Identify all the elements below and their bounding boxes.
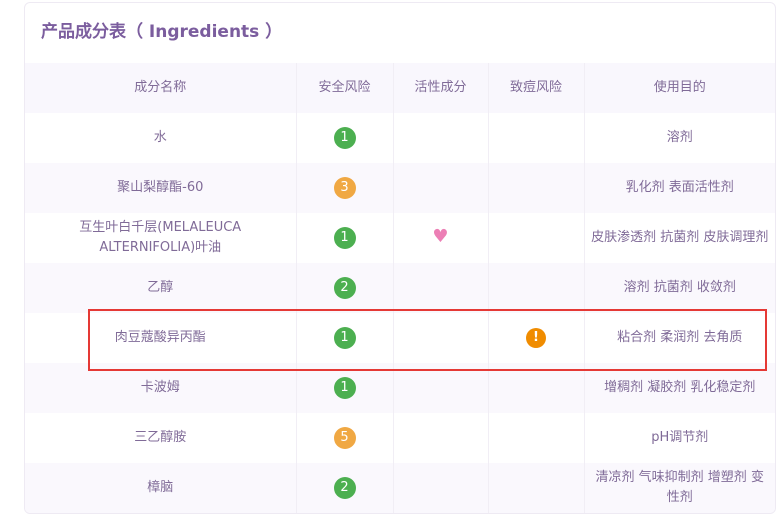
table-row: 聚山梨醇酯-60 3 乳化剂 表面活性剂 bbox=[25, 163, 775, 213]
ingredient-name[interactable]: 聚山梨醇酯-60 bbox=[117, 180, 204, 195]
ingredient-name[interactable]: 肉豆蔻酸异丙酯 bbox=[114, 330, 206, 345]
table-row: 樟脑 2 清凉剂 气味抑制剂 增塑剂 变性剂 bbox=[25, 463, 775, 513]
ingredient-name[interactable]: 卡波姆 bbox=[140, 380, 180, 395]
usage: 乳化剂 表面活性剂 bbox=[583, 163, 775, 213]
table-header: 成分名称 安全风险 活性成分 致痘风险 使用目的 bbox=[25, 63, 775, 113]
ingredient-name[interactable]: 水 bbox=[153, 130, 167, 145]
header-name: 成分名称 bbox=[134, 80, 187, 95]
risk-badge: 2 bbox=[333, 477, 356, 499]
table-row: 水 1 溶剂 bbox=[25, 113, 775, 163]
risk-badge: 2 bbox=[333, 277, 356, 299]
header-safety-risk: 安全风险 bbox=[295, 63, 393, 113]
usage: pH调节剂 bbox=[583, 413, 775, 463]
header-active: 活性成分 bbox=[392, 63, 488, 113]
ingredients-card: 产品成分表（ Ingredients ） 成分名称 安全风险 活性成分 致痘风险… bbox=[24, 2, 776, 514]
usage: 溶剂 抗菌剂 收敛剂 bbox=[583, 263, 775, 313]
risk-badge: 5 bbox=[333, 427, 356, 449]
risk-badge: 1 bbox=[333, 127, 356, 149]
table-row: 肉豆蔻酸异丙酯 1 ! 粘合剂 柔润剂 去角质 bbox=[25, 313, 775, 363]
table-row: 互生叶白千层(MELALEUCA ALTERNIFOLIA)叶油 1 ♥ 皮肤渗… bbox=[25, 213, 775, 263]
risk-badge: 1 bbox=[333, 377, 356, 399]
table-row: 三乙醇胺 5 pH调节剂 bbox=[25, 413, 775, 463]
heart-icon: ♥ bbox=[432, 226, 449, 247]
table-row: 卡波姆 1 增稠剂 凝胶剂 乳化稳定剂 bbox=[25, 363, 775, 413]
table-row: 乙醇 2 溶剂 抗菌剂 收敛剂 bbox=[25, 263, 775, 313]
header-usage: 使用目的 bbox=[583, 63, 775, 113]
risk-badge: 1 bbox=[333, 327, 356, 349]
risk-badge: 3 bbox=[333, 177, 356, 199]
usage: 增稠剂 凝胶剂 乳化稳定剂 bbox=[583, 363, 775, 413]
usage: 粘合剂 柔润剂 去角质 bbox=[583, 313, 775, 363]
ingredient-name[interactable]: 互生叶白千层(MELALEUCA ALTERNIFOLIA)叶油 bbox=[79, 220, 242, 255]
usage: 溶剂 bbox=[583, 113, 775, 163]
risk-badge: 1 bbox=[333, 227, 356, 249]
ingredients-table: 成分名称 安全风险 活性成分 致痘风险 使用目的 水 1 溶剂 聚山梨醇酯-60 … bbox=[25, 63, 775, 513]
warning-icon: ! bbox=[526, 328, 546, 348]
ingredient-name[interactable]: 三乙醇胺 bbox=[134, 430, 187, 445]
header-acne-risk: 致痘风险 bbox=[487, 63, 584, 113]
ingredient-name[interactable]: 乙醇 bbox=[147, 280, 174, 295]
card-title: 产品成分表（ Ingredients ） bbox=[41, 22, 283, 42]
usage: 皮肤渗透剂 抗菌剂 皮肤调理剂 bbox=[583, 213, 775, 263]
usage: 清凉剂 气味抑制剂 增塑剂 变性剂 bbox=[583, 463, 775, 513]
ingredient-name[interactable]: 樟脑 bbox=[147, 480, 174, 495]
